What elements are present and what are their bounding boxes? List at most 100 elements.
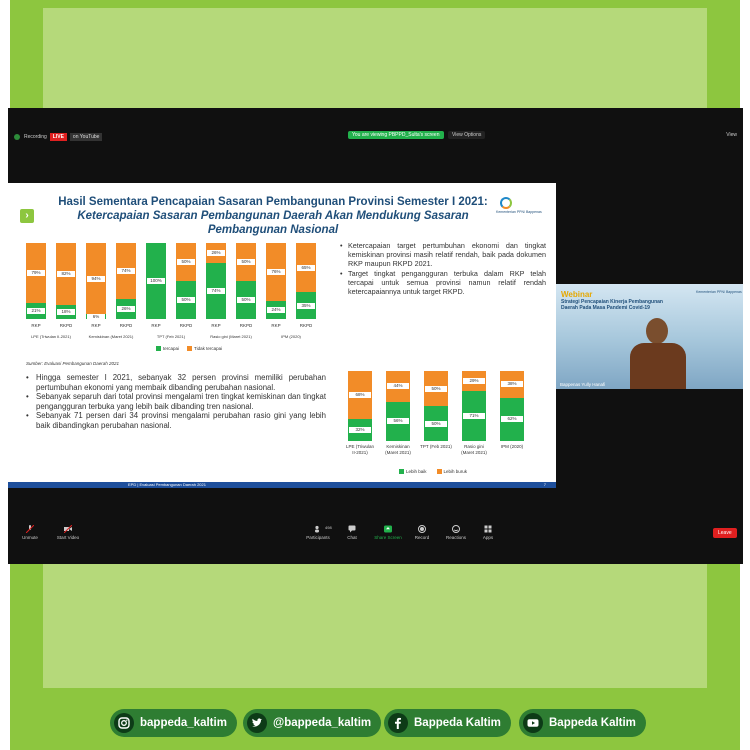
chart1-bar: 79% 21% — [26, 243, 46, 319]
chart1-data-label: 50% — [177, 297, 195, 303]
participants-count: 498 — [325, 525, 332, 530]
chart2-bar-segment-lebih-buruk: 38% — [500, 371, 524, 398]
chart1-data-label: 100% — [147, 278, 165, 284]
chart2-data-label: 68% — [349, 391, 371, 398]
leave-button[interactable]: Leave — [713, 528, 737, 538]
chart2-bar: 44% 56% — [386, 371, 410, 441]
record-button[interactable]: Record — [402, 525, 442, 540]
bullet-item: Sebanyak separuh dari total provinsi men… — [26, 392, 326, 411]
chart1-tick-label: RKPD — [119, 323, 133, 328]
speaker-name: Bappenas Yully Hanafi — [560, 382, 606, 387]
apps-icon — [484, 525, 492, 533]
recording-icon — [14, 134, 20, 140]
chart2-bar-segment-lebih-buruk: 50% — [424, 371, 448, 406]
chart1-legend-label: tercapai — [163, 346, 180, 351]
chart1-group-label: LPE (Triwulan II-2021) — [31, 334, 71, 339]
social-instagram[interactable]: bappeda_kaltim — [110, 709, 237, 737]
chart1-bar: 94% 6% — [86, 243, 106, 320]
chart1-bar-segment-tercapai: 26% — [116, 299, 136, 319]
chart-rkp-rkpd: 79% 21% 82% 18% 94% 6% 74% 26% 100% 50% 50% 26% 74% 5… — [26, 243, 336, 353]
chart2-data-label: 62% — [501, 416, 523, 423]
facebook-name: Bappeda Kaltim — [414, 717, 501, 729]
chart1-legend-item: tercapai — [156, 346, 180, 352]
reactions-button[interactable]: Reactions — [436, 525, 476, 540]
chart1-data-label: 94% — [87, 275, 105, 282]
chart1-data-label: 35% — [297, 302, 315, 309]
microphone-icon — [26, 525, 34, 533]
slide-title: Hasil Sementara Pencapaian Sasaran Pemba… — [58, 195, 488, 237]
chart2-legend-swatch — [399, 469, 404, 475]
chart1-bar: 50% 50% — [236, 243, 256, 319]
speaker-video[interactable]: Webinar Strategi Pencapaian Kinerja Pemb… — [556, 284, 743, 389]
chart1-group-label: Kemiskinan (Maret 2021) — [88, 334, 134, 339]
social-youtube[interactable]: Bappeda Kaltim — [519, 709, 646, 737]
chart2-bar-segment-lebih-baik: 32% — [348, 418, 372, 441]
camera-banner-title: Webinar — [561, 290, 593, 299]
chart2-legend-item: Lebih baik — [399, 469, 427, 475]
chart1-tick-label: RKP — [211, 323, 221, 328]
live-badge[interactable]: LIVE — [49, 133, 67, 141]
chart1-bar-segment-tidak-tercapai: 65% — [296, 243, 316, 293]
record-label: Record — [414, 535, 430, 540]
chart1-data-label: 50% — [237, 297, 255, 303]
chart1-bar-segment-tidak-tercapai: 82% — [56, 243, 76, 306]
chart1-tick-label: RKP — [271, 323, 281, 328]
chart1-group-label: TPT (Feb 2021) — [156, 334, 186, 339]
chart2-bars: 68% 32% 44% 56% 50% 50% 29% 71% 38% 62% — [348, 371, 524, 441]
camera-logo: Kementerian PPN/ Bappenas — [696, 290, 742, 294]
chart1-tick-label: RKPD — [59, 323, 73, 328]
zoom-toolbar: Unmute Start Video Participants 498 Chat… — [8, 522, 743, 548]
chart2-legend-label: Lebih baik — [406, 469, 427, 474]
left-bullets: Hingga semester I 2021, sebanyak 32 pers… — [26, 373, 326, 431]
social-facebook[interactable]: Bappeda Kaltim — [384, 709, 511, 737]
slide-title-line2: Ketercapaian Sasaran Pembangunan Daerah … — [77, 210, 469, 236]
chart1-data-label: 50% — [177, 259, 195, 265]
chart2-data-label: 32% — [349, 426, 371, 433]
share-screen-button[interactable]: Share Screen — [368, 525, 408, 540]
chart1-data-label: 76% — [267, 268, 285, 275]
social-twitter[interactable]: @bappeda_kaltim — [243, 709, 382, 737]
chart1-bar: 82% 18% — [56, 243, 76, 319]
chart2-tick-label: IPM (2020) — [500, 444, 524, 449]
chart2-bar-segment-lebih-baik: 62% — [500, 397, 524, 441]
slide-footer: EPD | Evaluasi Pembangunan Daerah 2021 7 — [8, 482, 556, 488]
chart1-bars: 79% 21% 82% 18% 94% 6% 74% 26% 100% 50% 50% 26% 74% 5… — [26, 243, 316, 320]
chart1-bar-segment-tercapai: 35% — [296, 292, 316, 319]
start-video-button[interactable]: Start Video — [48, 525, 88, 540]
chart1-bar: 76% 24% — [266, 243, 286, 319]
chart1-bar: 26% 74% — [206, 243, 226, 319]
view-button[interactable]: View — [726, 132, 737, 138]
unmute-button[interactable]: Unmute — [10, 525, 50, 540]
bappenas-logo: Kementerian PPN/ Bappenas — [496, 197, 546, 214]
chart1-tick-label: RKPD — [299, 323, 313, 328]
zoom-window: Recording LIVE on YouTube You are viewin… — [8, 108, 743, 564]
apps-label: Apps — [482, 535, 494, 540]
chart1-legend: tercapai Tidak tercapai — [156, 346, 222, 352]
slide-arrow-icon: › — [20, 209, 34, 223]
chart1-bar-segment-tercapai: 74% — [206, 262, 226, 319]
chart1-data-label: 82% — [57, 271, 75, 278]
apps-button[interactable]: Apps — [468, 525, 508, 540]
chart1-tick-label: RKP — [31, 323, 41, 328]
participants-label: Participants — [306, 535, 330, 540]
chart2-legend-label: Lebih buruk — [443, 469, 468, 474]
chart2-data-label: 56% — [387, 418, 409, 425]
participants-button[interactable]: Participants 498 — [298, 525, 338, 540]
chart1-data-label: 26% — [207, 249, 225, 256]
chart2-bar-segment-lebih-baik: 71% — [462, 391, 486, 441]
chart2-data-label: 29% — [463, 378, 485, 385]
right-bullets: Ketercapaian target pertumbuhan ekonomi … — [340, 241, 546, 296]
chart1-bar-segment-tidak-tercapai: 26% — [206, 243, 226, 263]
camera-icon — [64, 525, 72, 533]
chart1-bar-segment-tidak-tercapai: 79% — [26, 243, 46, 304]
view-options-button[interactable]: View Options — [448, 131, 486, 139]
chart2-tick-label: LPE (Triwulan II-2021) — [345, 444, 375, 455]
chart2-data-label: 38% — [501, 381, 523, 388]
facebook-icon — [388, 713, 408, 733]
chart1-data-label: 79% — [27, 270, 45, 277]
chart2-data-label: 71% — [463, 413, 485, 420]
bappenas-logo-text: Kementerian PPN/ Bappenas — [496, 210, 542, 214]
chart1-data-label: 50% — [237, 259, 255, 265]
chat-button[interactable]: Chat — [332, 525, 372, 540]
youtube-badge[interactable]: on YouTube — [69, 133, 103, 141]
